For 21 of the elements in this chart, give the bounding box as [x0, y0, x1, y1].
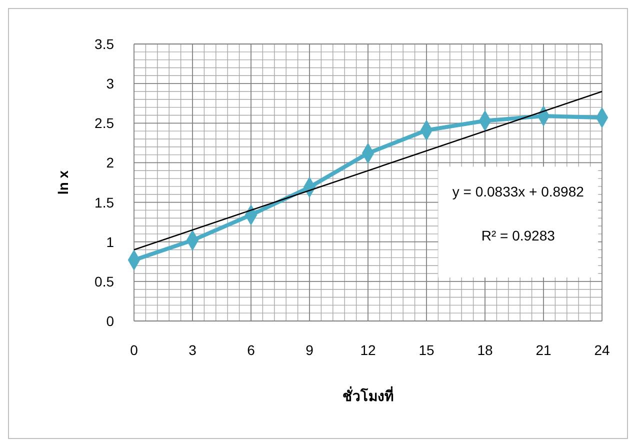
x-axis-title: ชั่วโมงที่ [342, 386, 394, 404]
x-tick-label: 24 [594, 342, 610, 358]
x-tick-label: 6 [247, 342, 256, 358]
y-tick-label: 1 [106, 234, 114, 250]
annotation: R² = 0.9283 [481, 228, 556, 244]
x-tick-label: 9 [306, 342, 314, 358]
y-tick-label: 3.5 [94, 36, 114, 52]
x-tick-label: 15 [418, 342, 434, 358]
annotation: y = 0.0833x + 0.8982 [452, 184, 584, 200]
y-tick-label: 0 [106, 313, 114, 329]
y-tick-label: 2 [106, 154, 114, 171]
y-tick-label: 3 [106, 76, 114, 92]
y-axis-title: ln x [55, 170, 71, 195]
x-tick-label: 21 [536, 342, 552, 358]
x-tick-label: 18 [477, 342, 493, 358]
x-tick-label: 12 [360, 342, 376, 358]
x-tick-label: 0 [130, 342, 138, 358]
y-tick-label: 1.5 [94, 194, 114, 210]
y-tick-label: 2.5 [94, 115, 114, 132]
y-tick-label: 0.5 [94, 273, 114, 290]
x-tick-label: 3 [188, 342, 197, 358]
